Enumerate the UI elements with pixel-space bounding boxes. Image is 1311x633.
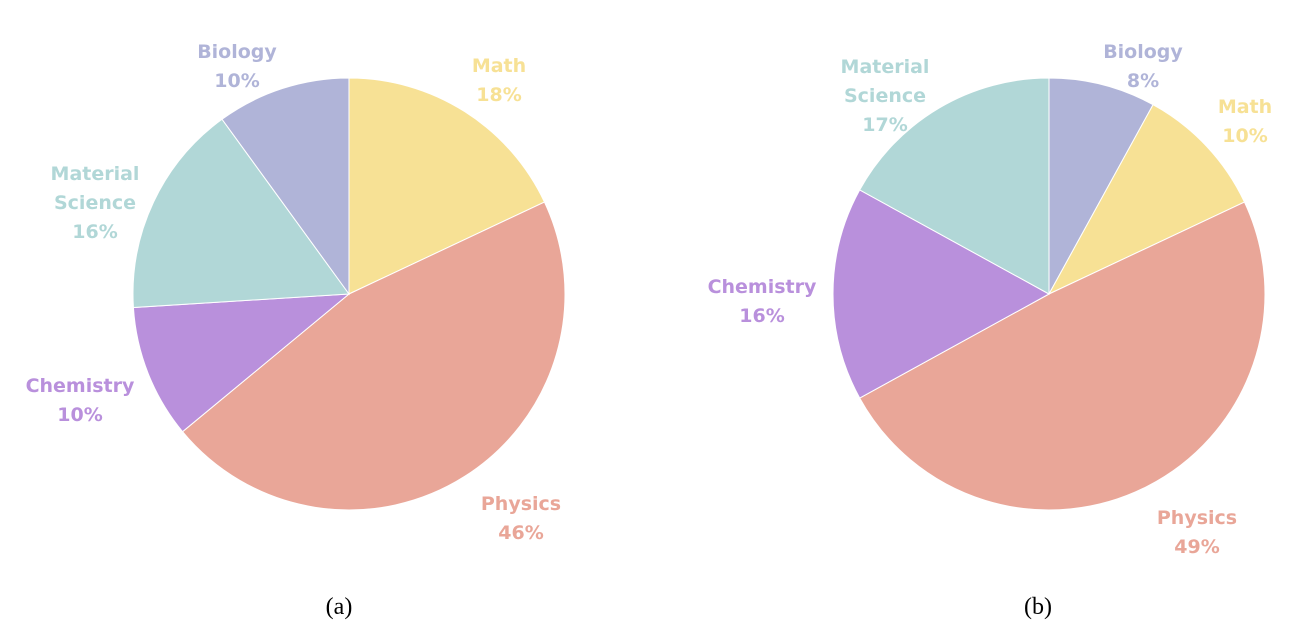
slice-label-math: Math 10% bbox=[1218, 96, 1272, 147]
pie-chart-a: Math 18% Physics 46% Chemistry 10% Material Sci… bbox=[26, 41, 566, 544]
slice-label-biology: Biology 8% bbox=[1103, 41, 1183, 92]
slice-label-physics: Physics 46% bbox=[481, 493, 561, 544]
pie-slice-biology bbox=[1048, 77, 1154, 295]
slice-label-value: 10% bbox=[57, 404, 102, 426]
slice-label-name-line: Physics bbox=[1157, 507, 1237, 529]
pie-slice-chemistry bbox=[132, 293, 351, 433]
slice-label-math: Math 18% bbox=[472, 55, 526, 106]
slice-label-value: 16% bbox=[72, 221, 117, 243]
slice-label-name-line: Chemistry bbox=[708, 276, 817, 298]
slice-label-name-line: Material bbox=[841, 56, 930, 78]
slice-label-name-line: Physics bbox=[481, 493, 561, 515]
slice-label-value: 10% bbox=[1222, 125, 1267, 147]
slice-label-value: 10% bbox=[214, 70, 259, 92]
slice-label-material-science: Material Science 16% bbox=[51, 163, 140, 243]
pie-slice-material-science bbox=[859, 77, 1050, 295]
slice-label-physics: Physics 49% bbox=[1157, 507, 1237, 558]
caption-b: (b) bbox=[1024, 594, 1052, 620]
slice-label-name-line: Chemistry bbox=[26, 375, 135, 397]
slice-label-name-line: Math bbox=[472, 55, 526, 77]
slice-label-chemistry: Chemistry 10% bbox=[26, 375, 135, 426]
slice-label-biology: Biology 10% bbox=[197, 41, 277, 92]
pie-slice-math bbox=[1047, 104, 1246, 296]
slice-label-name-line: Science bbox=[54, 192, 136, 214]
slice-label-name-line: Material bbox=[51, 163, 140, 185]
pie-slice-chemistry bbox=[832, 189, 1051, 399]
pie-slice-physics bbox=[181, 201, 566, 511]
slice-label-value: 46% bbox=[498, 522, 543, 544]
caption-a: (a) bbox=[326, 594, 353, 620]
slice-label-value: 49% bbox=[1174, 536, 1219, 558]
slice-label-value: 16% bbox=[739, 305, 784, 327]
slice-label-value: 17% bbox=[862, 114, 907, 136]
slice-label-name-line: Biology bbox=[1103, 41, 1183, 63]
pie-slice-physics bbox=[859, 201, 1266, 511]
pie-slice-material-science bbox=[132, 118, 350, 309]
slice-label-name-line: Science bbox=[844, 85, 926, 107]
slice-label-material-science: Material Science 17% bbox=[841, 56, 930, 136]
pie-chart-b: Biology 8% Math 10% Physics 49% Chemistry 16% Ma… bbox=[708, 41, 1273, 558]
pie-slice-math bbox=[348, 77, 546, 295]
slice-label-chemistry: Chemistry 16% bbox=[708, 276, 817, 327]
pie-slice-biology bbox=[221, 77, 350, 296]
slice-label-value: 8% bbox=[1127, 70, 1159, 92]
slice-label-name-line: Math bbox=[1218, 96, 1272, 118]
slice-label-value: 18% bbox=[476, 84, 521, 106]
slice-label-name-line: Biology bbox=[197, 41, 277, 63]
